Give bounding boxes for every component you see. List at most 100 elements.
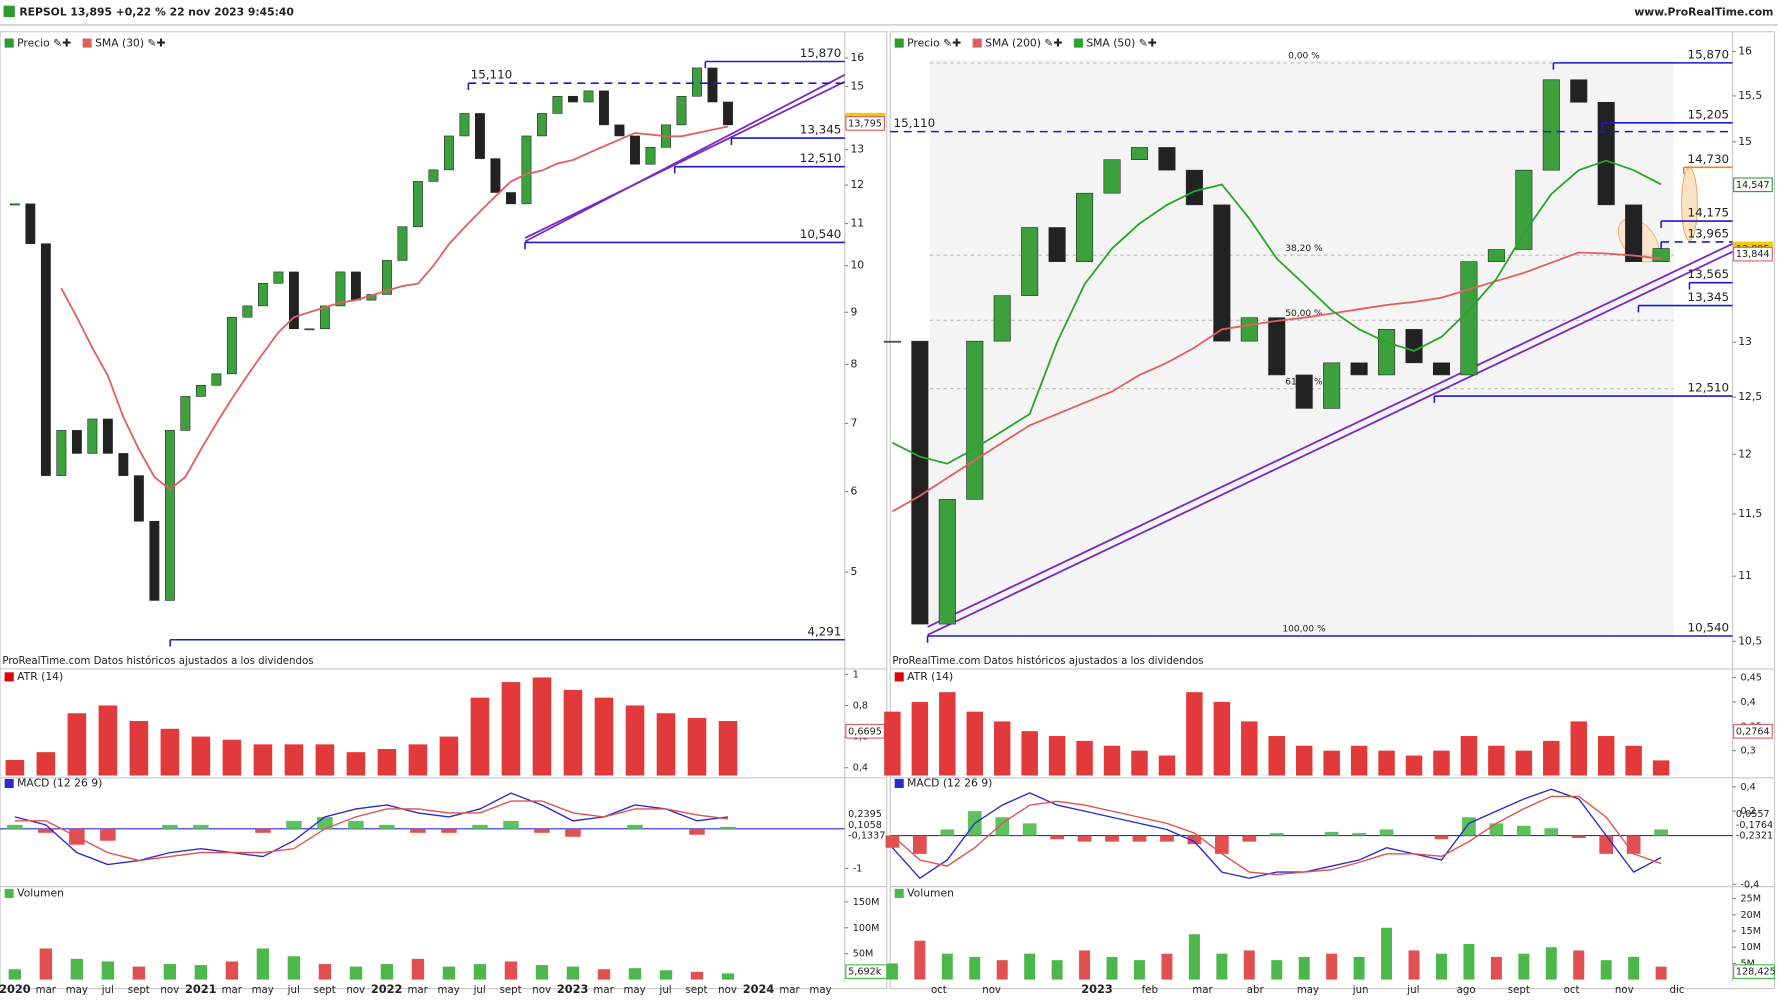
candle: [475, 113, 485, 159]
atr-badge: [1733, 723, 1773, 739]
atr-bar: [1323, 750, 1340, 776]
atr-bar: [1433, 750, 1450, 776]
candle: [1542, 79, 1560, 171]
atr-bar: [656, 713, 676, 776]
candle: [645, 147, 656, 165]
level-label: 14,175: [1688, 206, 1730, 220]
macd-hist: [720, 826, 736, 829]
legend-swatch: [972, 38, 982, 48]
candle: [118, 453, 129, 476]
atr-bar: [1625, 745, 1642, 776]
atr-bar: [939, 692, 956, 776]
legend-item[interactable]: SMA (30): [95, 37, 144, 50]
x-tick-label: nov: [346, 985, 365, 996]
candle: [490, 158, 501, 193]
legend-tools[interactable]: ✎✚: [943, 37, 961, 50]
indicator-label[interactable]: Volumen: [17, 886, 64, 899]
y-tick-label: 11: [850, 217, 864, 230]
y-tick-label: 12: [850, 178, 864, 191]
indicator-label[interactable]: ATR (14): [907, 670, 953, 683]
y-tick-label: 13: [1738, 335, 1752, 348]
volume-bar: [1408, 950, 1420, 980]
y-tick-label: 50M: [853, 949, 874, 960]
macd-hist: [317, 816, 333, 829]
volume-bar: [1381, 927, 1393, 980]
legend-item[interactable]: SMA (200): [985, 37, 1041, 50]
indicator-label[interactable]: MACD (12 26 9): [17, 776, 102, 789]
atr-bar: [625, 705, 645, 776]
atr-bar: [1048, 736, 1066, 776]
indicator-swatch: [4, 888, 14, 898]
volume-bar: [163, 964, 177, 980]
indicator-label[interactable]: MACD (12 26 9): [907, 776, 992, 789]
candle: [1295, 374, 1313, 409]
legend-tools[interactable]: ✎✚: [53, 37, 71, 50]
macd-badge: 0,2395: [848, 809, 882, 820]
volume-bar: [1353, 956, 1365, 980]
candle: [911, 340, 929, 625]
x-tick-label: may: [1297, 985, 1319, 996]
indicator-label[interactable]: Volumen: [907, 886, 954, 899]
volume-bar: [969, 956, 981, 980]
y-tick-label: 15M: [1740, 926, 1761, 937]
candle: [630, 135, 640, 165]
volume-bar: [225, 961, 239, 980]
y-tick-label: 9: [850, 305, 857, 318]
atr-bar: [253, 744, 273, 776]
volume-bar: [886, 963, 898, 980]
x-tick-label: abr: [1247, 985, 1265, 996]
x-tick-label: sept: [686, 985, 708, 996]
candle: [1570, 79, 1588, 103]
price-badge: [1733, 246, 1773, 262]
atr-bar: [718, 721, 738, 776]
macd-hist: [1516, 825, 1531, 836]
y-tick-label: 13: [850, 143, 864, 156]
candle: [1460, 261, 1478, 376]
indicator-label[interactable]: ATR (14): [17, 670, 63, 683]
x-tick-label: 2020: [0, 982, 31, 996]
legend-tools[interactable]: ✎✚: [148, 37, 166, 50]
macd-hist: [38, 828, 54, 833]
level-label: 15,870: [1688, 47, 1730, 61]
legend-item[interactable]: Precio: [17, 37, 50, 50]
legend-item[interactable]: SMA (50): [1086, 37, 1135, 50]
atr-bar: [1652, 760, 1670, 776]
atr-bar: [67, 713, 87, 776]
volume-bar: [1545, 947, 1557, 980]
macd-hist: [410, 828, 426, 833]
x-tick-label: may: [623, 985, 645, 996]
atr-bar: [160, 728, 180, 776]
legend-tools[interactable]: ✎✚: [1139, 37, 1157, 50]
trendline: [524, 80, 846, 239]
y-tick-label: -0,4: [1740, 879, 1759, 890]
volume-bar: [1655, 966, 1667, 980]
macd-hist: [1105, 835, 1119, 842]
atr-bar: [884, 711, 901, 776]
atr-bar: [439, 736, 459, 776]
legend-tools[interactable]: ✎✚: [1044, 37, 1062, 50]
macd-hist: [534, 828, 550, 833]
indicator-swatch: [894, 778, 904, 788]
candle: [1625, 204, 1643, 262]
x-tick-label: 2023: [557, 982, 589, 996]
source-note: ProRealTime.com Datos históricos ajustad…: [2, 655, 313, 667]
atr-bar: [1021, 731, 1038, 776]
candle: [1158, 147, 1176, 171]
y-tick-label: 10: [850, 259, 864, 272]
macd-hist: [100, 828, 116, 841]
x-tick-label: jul: [287, 985, 300, 996]
candle: [350, 271, 361, 301]
x-tick-label: sept: [1508, 985, 1530, 996]
y-tick-label: 20M: [1740, 910, 1761, 921]
atr-badge-label: 0,6695: [848, 726, 882, 737]
sma-line: [891, 159, 1662, 465]
volume-bar: [1079, 950, 1091, 980]
candle: [552, 95, 563, 114]
macd-hist: [193, 824, 209, 829]
candle: [195, 384, 206, 397]
legend-item[interactable]: Precio: [907, 37, 940, 50]
volume-bar: [1298, 956, 1310, 980]
volume-bar: [318, 964, 332, 980]
atr-bar: [1378, 750, 1395, 776]
